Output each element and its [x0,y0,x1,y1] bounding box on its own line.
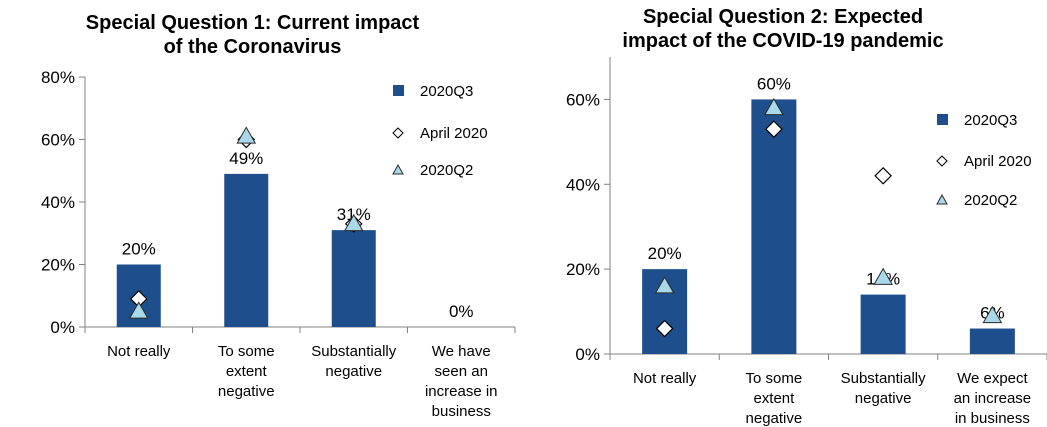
data-label: 0% [449,302,474,321]
category-label: Not really [633,370,697,387]
legend-diamond-icon [392,127,404,139]
legend-label: 2020Q3 [420,83,473,100]
category-label: Substantially [311,343,397,360]
category-label: To some [218,343,275,360]
category-label: negative [746,410,803,427]
category-label: extent [226,363,268,380]
chart-2: 0% 20% 40% 60% Not really To some extent negati… [566,57,1047,427]
2020q2-marker [236,126,257,144]
legend-square-icon [393,85,404,96]
category-label: business [432,403,491,420]
y-tick-label: 0% [575,345,600,364]
2020q2-marker [343,213,364,232]
category-label: We expect [957,370,1028,387]
category-label: negative [325,363,382,380]
category-label: extent [753,390,795,407]
category-label: increase in [425,383,498,400]
y-tick-label: 80% [41,68,75,87]
legend-label: April 2020 [964,153,1032,170]
chart-1: 0% 20% 40% 60% 80% Not really To some extent neg… [41,68,516,420]
april-2020-marker [655,319,674,338]
y-tick-label: 40% [566,175,600,194]
y-tick-label: 60% [566,90,600,109]
2020q2-marker [982,305,1003,324]
data-label: 20% [648,244,682,263]
legend-label: 2020Q2 [964,192,1017,209]
bar [224,173,269,327]
legend: 2020Q3 April 2020 2020Q2 [392,83,488,179]
legend-label: 2020Q3 [964,112,1017,129]
category-label: negative [218,383,275,400]
category-label: in business [955,410,1030,427]
bar [860,294,906,354]
legend-square-icon [937,114,948,125]
category-label: an increase [954,390,1032,407]
category-label: seen an [435,363,488,380]
chart-panel-1: Special Question 1: Current impact of th… [0,0,520,427]
april-2020-marker [874,166,892,185]
y-tick-label: 20% [566,260,600,279]
bar [751,99,797,354]
y-tick-label: 60% [41,131,75,150]
2020q2-marker [764,97,784,116]
legend: 2020Q3 April 2020 2020Q2 [936,112,1032,209]
legend-diamond-icon [936,155,948,167]
category-label: negative [855,390,912,407]
y-tick-label: 40% [41,193,75,212]
2020q2-marker [128,301,149,319]
data-label: 20% [122,240,156,259]
legend-label: 2020Q2 [420,162,473,179]
chart-title: Special Question 2: Expected impact of t… [622,6,944,52]
chart-title: Special Question 1: Current impact of th… [85,12,420,58]
bar [969,328,1015,354]
data-label: 60% [757,74,791,93]
category-label: Substantially [841,370,927,387]
y-tick-label: 20% [41,256,75,275]
chart-panel-2: Special Question 2: Expected impact of t… [523,0,1047,427]
category-label: To some [746,370,803,387]
legend-triangle-icon [936,193,948,205]
2020q2-marker [873,267,893,285]
legend-triangle-icon [392,163,404,175]
category-label: We have [432,343,491,360]
legend-label: April 2020 [420,125,488,142]
category-label: Not really [107,343,171,360]
april-2020-marker [765,120,783,138]
data-label: 49% [229,149,263,168]
2020q2-marker [654,276,675,294]
bar [331,230,376,327]
y-tick-label: 0% [50,318,75,337]
